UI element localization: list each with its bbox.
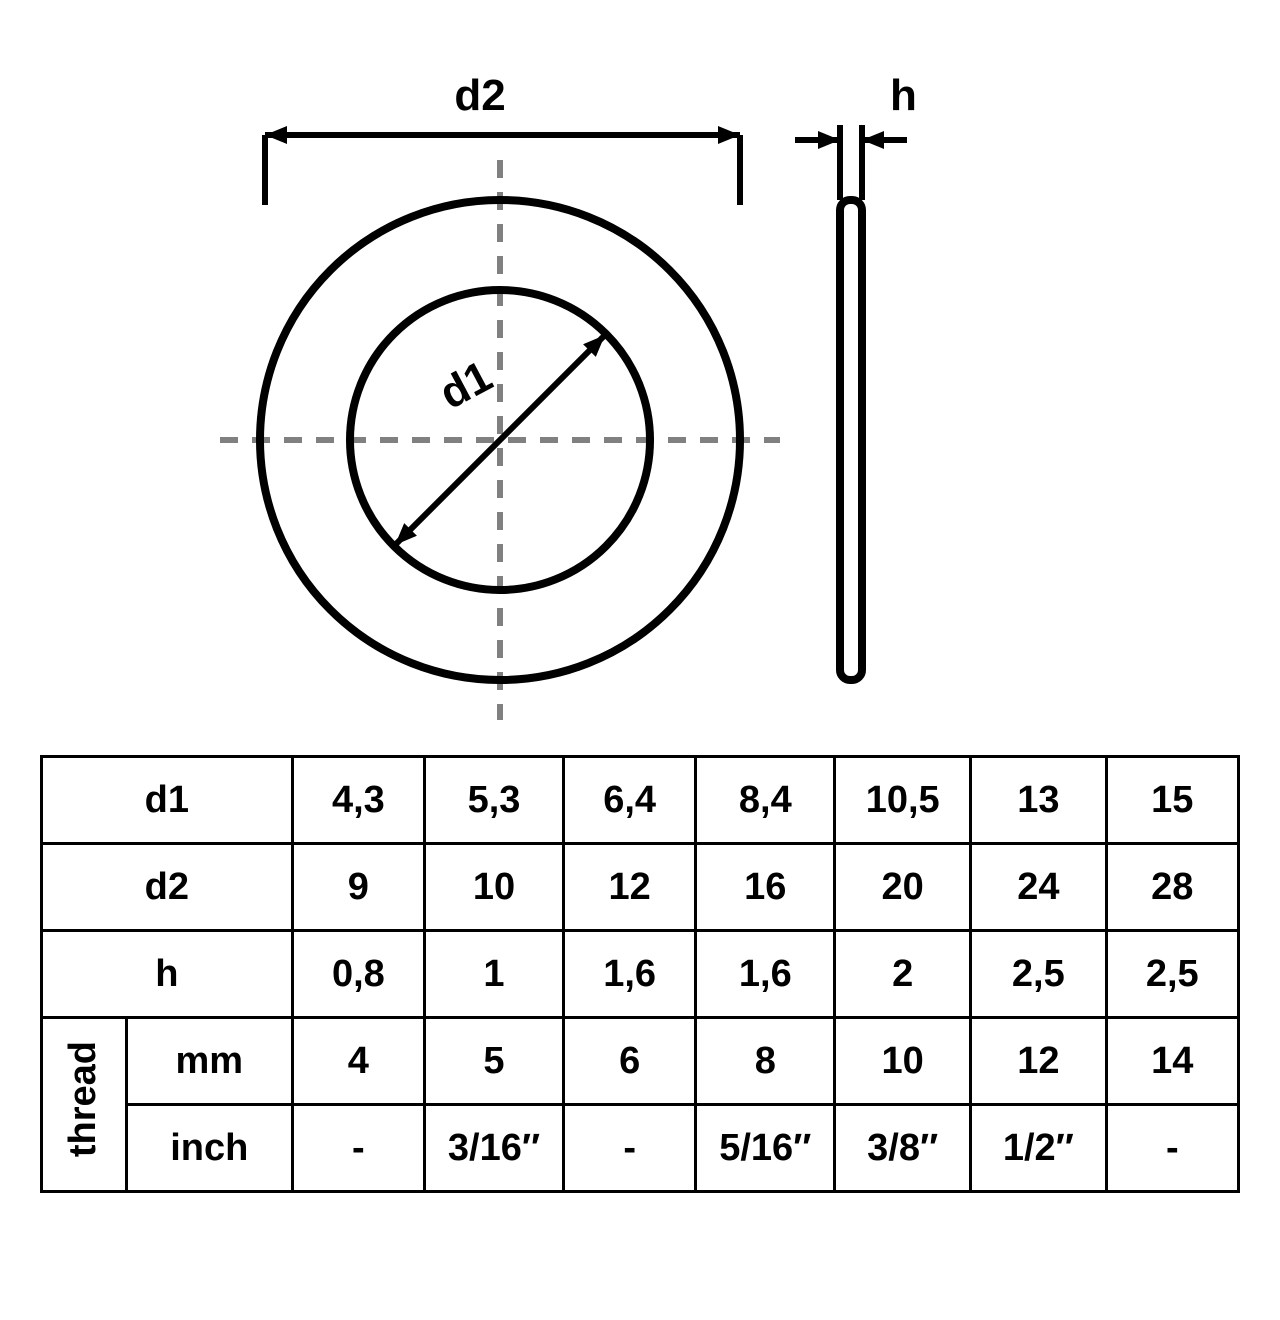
table-row: threadmm4568101214 — [42, 1018, 1239, 1105]
cell: 2,5 — [1106, 931, 1238, 1018]
dimension-table: d14,35,36,48,410,51315d29101216202428h0,… — [40, 755, 1240, 1193]
cell: 16 — [696, 844, 835, 931]
cell: 10 — [835, 1018, 971, 1105]
cell: - — [563, 1105, 695, 1192]
table-row: h0,811,61,622,52,5 — [42, 931, 1239, 1018]
cell: 8 — [696, 1018, 835, 1105]
label-h: h — [890, 71, 917, 120]
cell: 6 — [563, 1018, 695, 1105]
cell: - — [292, 1105, 424, 1192]
row-header: d2 — [42, 844, 293, 931]
cell: 1 — [425, 931, 564, 1018]
cell: 0,8 — [292, 931, 424, 1018]
cell: 10,5 — [835, 757, 971, 844]
cell: 15 — [1106, 757, 1238, 844]
cell: 28 — [1106, 844, 1238, 931]
cell: 8,4 — [696, 757, 835, 844]
thread-header: thread — [42, 1018, 127, 1192]
cell: 13 — [971, 757, 1106, 844]
cell: 2 — [835, 931, 971, 1018]
cell: 12 — [563, 844, 695, 931]
cell: 4 — [292, 1018, 424, 1105]
cell: 5,3 — [425, 757, 564, 844]
cell: 3/8″ — [835, 1105, 971, 1192]
cell: 5/16″ — [696, 1105, 835, 1192]
table-row: d29101216202428 — [42, 844, 1239, 931]
cell: 3/16″ — [425, 1105, 564, 1192]
cell: 5 — [425, 1018, 564, 1105]
cell: 2,5 — [971, 931, 1106, 1018]
cell: 12 — [971, 1018, 1106, 1105]
row-header: mm — [126, 1018, 292, 1105]
cell: 6,4 — [563, 757, 695, 844]
cell: 24 — [971, 844, 1106, 931]
cell: 1,6 — [696, 931, 835, 1018]
cell: 1/2″ — [971, 1105, 1106, 1192]
row-header: h — [42, 931, 293, 1018]
table-row: inch-3/16″-5/16″3/8″1/2″- — [42, 1105, 1239, 1192]
label-d1: d1 — [432, 351, 500, 418]
cell: 20 — [835, 844, 971, 931]
cell: 10 — [425, 844, 564, 931]
table-row: d14,35,36,48,410,51315 — [42, 757, 1239, 844]
row-header: inch — [126, 1105, 292, 1192]
cell: 14 — [1106, 1018, 1238, 1105]
label-d2: d2 — [454, 71, 505, 120]
cell: 9 — [292, 844, 424, 931]
row-header: d1 — [42, 757, 293, 844]
washer-diagram: d2 h d1 — [40, 40, 1240, 740]
cell: 4,3 — [292, 757, 424, 844]
cell: 1,6 — [563, 931, 695, 1018]
cell: - — [1106, 1105, 1238, 1192]
